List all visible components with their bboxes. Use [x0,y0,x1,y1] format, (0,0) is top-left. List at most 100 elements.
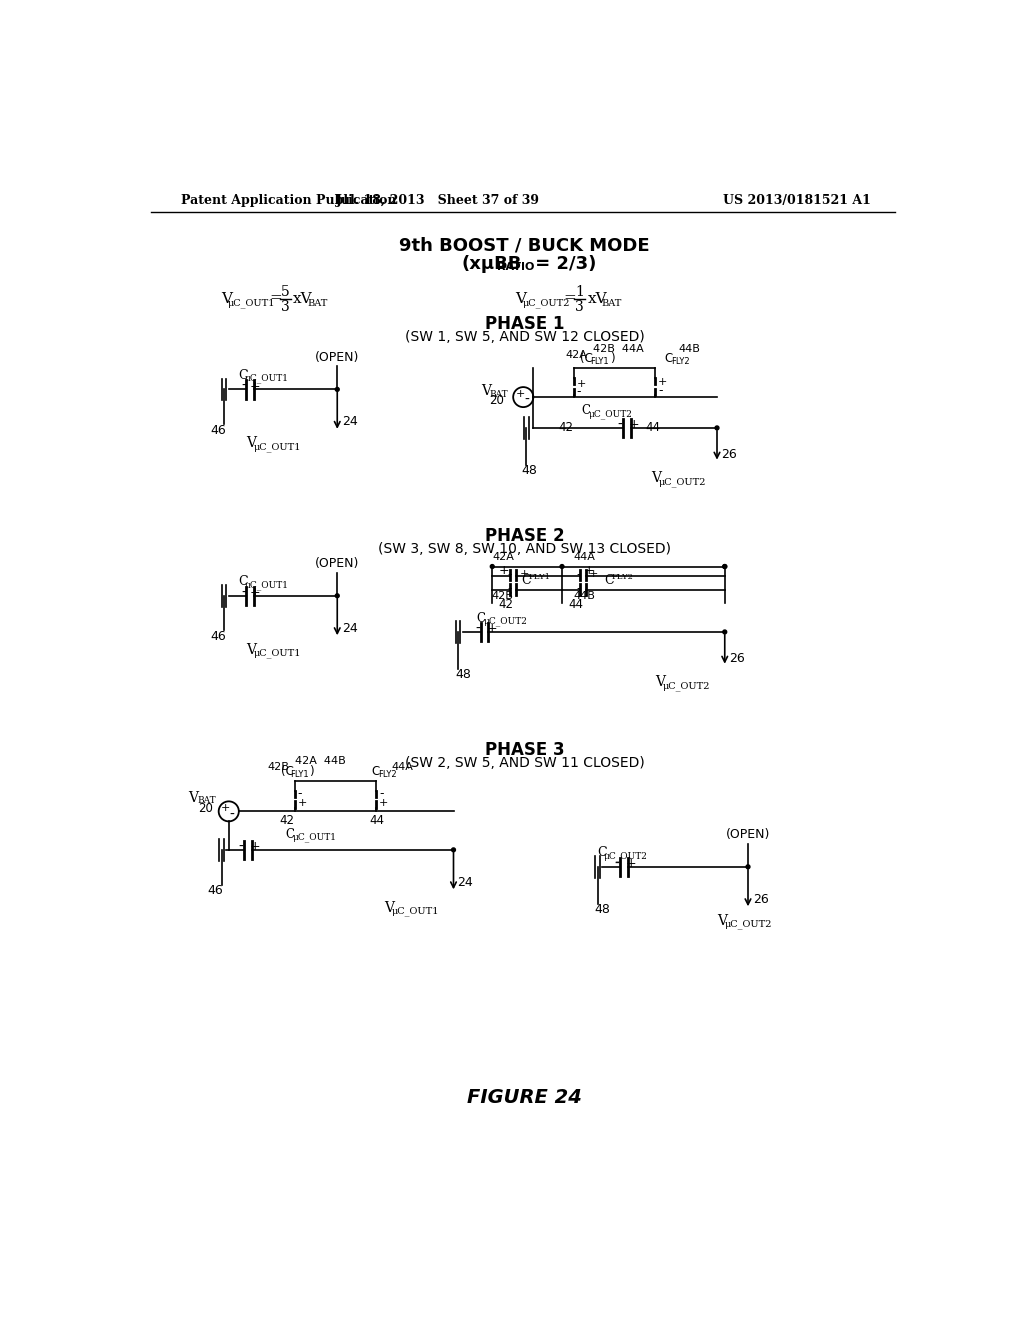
Text: (OPEN): (OPEN) [726,828,770,841]
Text: +: + [250,841,260,853]
Text: (SW 3, SW 8, SW 10, AND SW 13 CLOSED): (SW 3, SW 8, SW 10, AND SW 13 CLOSED) [378,541,672,556]
Text: -: - [298,787,302,800]
Text: +: + [499,564,509,577]
Text: C: C [286,828,294,841]
Text: 26: 26 [729,652,744,665]
Text: 42: 42 [499,598,513,611]
Text: = 2/3): = 2/3) [529,255,597,273]
Text: +: + [626,857,636,870]
Text: 44B: 44B [678,343,700,354]
Text: 26: 26 [721,449,736,462]
Text: 42: 42 [558,421,573,434]
Text: -: - [658,384,663,397]
Text: 24: 24 [342,416,357,428]
Circle shape [723,565,727,569]
Text: 5: 5 [281,285,290,298]
Circle shape [490,565,495,569]
Circle shape [335,388,339,391]
Text: +: + [379,797,388,808]
Text: 3: 3 [575,300,585,314]
Circle shape [452,847,456,851]
Text: +: + [519,569,528,579]
Text: 42B: 42B [267,763,290,772]
Text: BAT: BAT [601,298,622,308]
Text: +: + [486,622,497,635]
Text: BAT: BAT [307,298,328,308]
Text: 42B: 42B [492,591,513,601]
Text: C: C [665,352,673,366]
Text: 1: 1 [575,285,585,298]
Text: C: C [238,576,248,589]
Text: FLY2: FLY2 [611,573,634,581]
Text: =: = [563,292,577,305]
Text: 26: 26 [753,892,768,906]
Text: -: - [617,418,623,432]
Text: 46: 46 [208,884,223,898]
Text: Jul. 18, 2013   Sheet 37 of 39: Jul. 18, 2013 Sheet 37 of 39 [336,194,540,207]
Text: V: V [481,384,492,397]
Text: μC_OUT1: μC_OUT1 [254,442,301,451]
Text: FLY2: FLY2 [672,358,690,366]
Text: +: + [589,569,598,579]
Text: -: - [239,840,244,854]
Text: +: + [577,379,586,389]
Text: C: C [238,370,248,381]
Text: -: - [475,622,480,636]
Text: 9th BOOST / BUCK MODE: 9th BOOST / BUCK MODE [399,236,650,255]
Text: C: C [597,846,606,859]
Text: Patent Application Publication: Patent Application Publication [180,194,396,207]
Text: FLY1: FLY1 [528,573,551,581]
Text: ): ) [308,764,313,777]
Text: (SW 1, SW 5, AND SW 12 CLOSED): (SW 1, SW 5, AND SW 12 CLOSED) [404,330,645,345]
Text: C: C [372,764,380,777]
Text: C: C [604,574,614,587]
Text: xV: xV [588,292,607,305]
Text: FLY1: FLY1 [290,770,308,779]
Text: US 2013/0181521 A1: US 2013/0181521 A1 [723,194,870,207]
Text: C: C [582,404,591,417]
Circle shape [723,630,727,634]
Text: RATIO: RATIO [497,261,535,272]
Text: 42A: 42A [493,552,514,562]
Circle shape [715,426,719,430]
Text: +: + [515,389,525,399]
Text: FIGURE 24: FIGURE 24 [467,1088,583,1107]
Text: μC_OUT2: μC_OUT2 [589,409,632,418]
Text: BAT: BAT [197,796,216,805]
Text: 46: 46 [210,630,225,643]
Text: -: - [577,568,582,581]
Text: 3: 3 [281,300,290,314]
Text: μC_OUT2: μC_OUT2 [483,616,527,626]
Text: xV: xV [293,292,312,305]
Text: 46: 46 [210,424,225,437]
Text: -: - [507,568,511,581]
Text: BAT: BAT [489,389,508,399]
Text: μC_OUT2: μC_OUT2 [658,477,707,487]
Text: (xμBB: (xμBB [461,255,521,273]
Text: V: V [188,791,199,804]
Text: -: - [577,582,582,594]
Text: μC_OUT1: μC_OUT1 [245,579,288,590]
Text: (C: (C [580,352,593,366]
Text: μC_OUT2: μC_OUT2 [663,681,711,690]
Text: C: C [521,574,531,587]
Text: 44: 44 [646,421,660,434]
Text: +: + [250,586,260,599]
Text: 48: 48 [595,903,610,916]
Text: =: = [269,292,282,305]
Circle shape [746,865,750,869]
Text: 24: 24 [342,622,357,635]
Text: V: V [246,643,256,656]
Text: -: - [507,582,511,594]
Text: +: + [629,418,639,432]
Text: (C: (C [281,764,294,777]
Text: V: V [221,292,232,305]
Text: -: - [242,586,247,599]
Text: FLY1: FLY1 [590,358,608,366]
Text: 20: 20 [489,393,504,407]
Text: -: - [577,385,582,399]
Text: V: V [246,437,256,450]
Text: -: - [229,808,234,821]
Circle shape [723,565,727,569]
Text: V: V [717,913,727,928]
